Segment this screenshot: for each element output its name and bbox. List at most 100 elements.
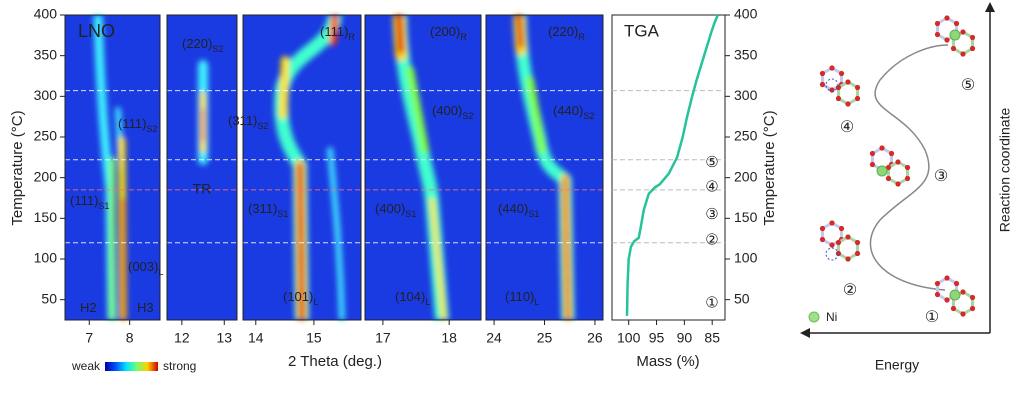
atom <box>960 289 966 295</box>
atom <box>904 175 911 182</box>
y-tick-label: 200 <box>34 168 58 184</box>
y-tick-label: 50 <box>734 290 750 306</box>
label-subscript: S1 <box>277 209 288 219</box>
peak-label: (101)L <box>283 289 318 307</box>
x-tick-label: 26 <box>587 330 603 346</box>
atom <box>845 256 851 262</box>
hexagon <box>886 160 910 186</box>
ni-atom <box>949 29 961 41</box>
peak-label: (111)S2 <box>118 116 157 134</box>
peak-label: (440)S2 <box>553 103 594 121</box>
atom <box>950 45 957 52</box>
label-text: (220) <box>182 36 212 51</box>
x-tick-label: 100 <box>617 330 641 346</box>
atom <box>934 20 941 27</box>
ni-atom <box>876 165 888 177</box>
label-text: (003) <box>128 259 158 274</box>
migration <box>825 247 839 261</box>
peak-label: (003)L <box>128 259 163 277</box>
x-axis-label: Mass (%) <box>636 353 699 370</box>
x-tick-label: 7 <box>85 330 93 346</box>
y-tick-label: 400 <box>734 6 758 22</box>
atom <box>854 95 861 102</box>
stage-marker: ④ <box>705 178 718 195</box>
y-tick-label: 150 <box>734 209 758 225</box>
atom <box>895 159 901 165</box>
y-tick-label: 150 <box>34 209 58 225</box>
y-tick-label: 250 <box>34 128 58 144</box>
atom <box>835 84 842 91</box>
atom <box>845 79 851 85</box>
atom <box>869 150 876 157</box>
label-text: (400) <box>432 103 462 118</box>
y-tick-label: 350 <box>34 46 58 62</box>
label-text: (101) <box>283 289 313 304</box>
x-tick-label: 95 <box>649 330 665 346</box>
atom <box>829 65 835 71</box>
hexagon <box>836 80 860 106</box>
label-text: (220) <box>548 24 578 39</box>
stage-label: ② <box>843 282 857 299</box>
atom <box>953 20 960 27</box>
x-axis-label: Energy <box>875 357 919 373</box>
atom <box>885 164 892 171</box>
label-subscript: S2 <box>146 124 157 134</box>
atom <box>895 181 901 187</box>
y-tick-label: 100 <box>734 250 758 266</box>
atom <box>888 150 895 157</box>
atom <box>969 34 976 41</box>
y-axis-label: Temperature (°C) <box>761 110 778 225</box>
y-tick-label: 100 <box>34 250 58 266</box>
ni-atom <box>949 289 961 301</box>
y-tick-label: 300 <box>734 87 758 103</box>
x-tick-label: 14 <box>248 330 264 346</box>
y-axis-label: Reaction coordinate <box>997 108 1013 233</box>
atom <box>829 87 835 93</box>
stage-label: ⑤ <box>961 77 975 94</box>
stage-label: ④ <box>840 119 854 136</box>
label-subscript: L <box>313 297 318 307</box>
atom <box>845 234 851 240</box>
atom <box>854 239 861 246</box>
stage-marker: ⑤ <box>705 154 718 171</box>
label-subscript: S1 <box>405 209 416 219</box>
atom <box>969 45 976 52</box>
label-text: (110) <box>505 289 534 304</box>
atom <box>835 95 842 102</box>
legend-label: Ni <box>826 310 837 324</box>
atom <box>950 305 957 312</box>
atom <box>944 297 950 303</box>
label-subscript: S2 <box>212 44 223 54</box>
y-tick-label: 200 <box>734 168 758 184</box>
atom <box>953 280 960 287</box>
atom <box>904 164 911 171</box>
label-text: (111) <box>320 24 348 39</box>
y-tick-label: 400 <box>34 6 58 22</box>
label-subscript: L <box>158 267 163 277</box>
label-text: (311) <box>228 113 257 128</box>
label-subscript: S2 <box>257 121 268 131</box>
atom <box>960 29 966 35</box>
atom <box>969 305 976 312</box>
label-subscript: L <box>534 297 539 307</box>
atom <box>885 175 892 182</box>
intensity-streaks <box>93 15 575 320</box>
label-text: H2 <box>80 300 97 315</box>
atom <box>879 145 885 151</box>
x-tick-label: 24 <box>486 330 502 346</box>
atom <box>944 275 950 281</box>
panel-frame <box>242 14 362 321</box>
atom <box>944 15 950 21</box>
label-subscript: R <box>578 32 585 42</box>
label-subscript: L <box>425 297 430 307</box>
x-tick-label: 12 <box>174 330 190 346</box>
y-axis-label: Temperature (°C) <box>9 110 26 225</box>
schematic: Ni ① ② ③ ④ ⑤ Energy Reaction coordinate <box>800 2 1013 373</box>
stage-marker: ② <box>705 231 718 248</box>
atom <box>960 311 966 317</box>
stage-label: ① <box>925 309 939 326</box>
atom <box>854 250 861 257</box>
x-tick-label: 85 <box>704 330 720 346</box>
peak-label: (311)S2 <box>228 113 268 131</box>
panel-frame <box>166 14 238 321</box>
